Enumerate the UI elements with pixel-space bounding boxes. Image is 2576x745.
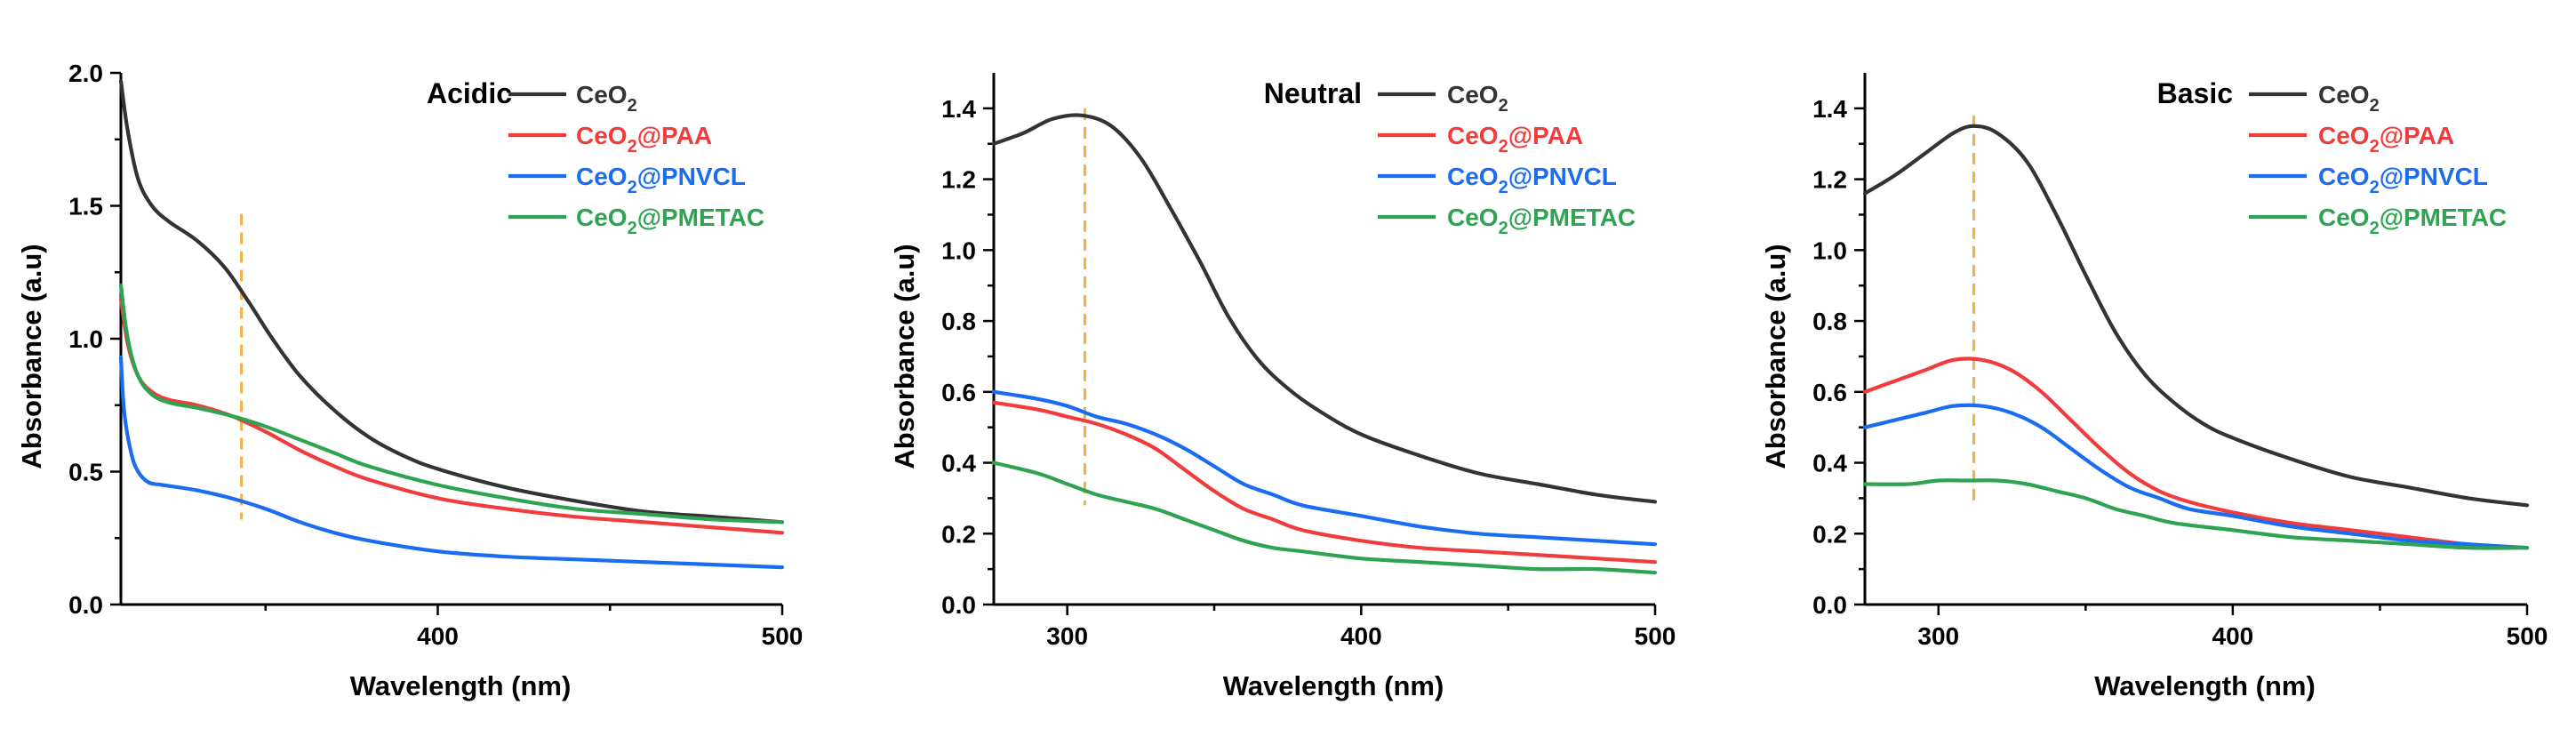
panel-neutral-y-tick-label: 0.0 [941,591,976,619]
panel-basic: 0.0 0.2 0.4 0.6 0.8 1.0 1.2 1.4 300 400 500 Wavelen… [1760,73,2548,701]
panel-basic-series-ceo2 [1862,124,2530,508]
panel-neutral-series-ceo2 [991,113,1658,504]
panel-neutral-series-ceo2-paa [991,400,1658,565]
panel-neutral-y-tick-label: 0.4 [941,450,976,477]
panel-basic-series-ceo2-pmetac [1862,478,2530,550]
panel-acidic-legend-label-ceo2-pnvcl: CeO2@PNVCL [576,163,746,197]
panel-basic-legend-label-ceo2-pmetac: CeO2@PMETAC [2318,204,2507,238]
panel-neutral-y-tick-label: 1.0 [941,236,976,264]
panel-acidic: 0.0 0.5 1.0 1.5 2.0 400 500 Wavelength (nm) Abso… [16,60,803,701]
panel-acidic-legend-label-ceo2-paa: CeO2@PAA [576,122,712,156]
panel-basic-legend-label-ceo2-pnvcl: CeO2@PNVCL [2318,163,2488,197]
panel-neutral-y-tick-label: 0.8 [941,308,976,335]
panel-basic-x-tick-label: 400 [2212,622,2254,650]
panel-basic-y-tick-label: 1.0 [1812,236,1847,264]
panel-basic-y-tick-label: 1.2 [1812,166,1847,194]
panel-neutral-y-tick-label: 0.2 [941,520,976,548]
panel-basic-legend-label-ceo2-paa: CeO2@PAA [2318,122,2454,156]
panel-acidic-y-tick-label: 1.5 [68,193,103,220]
panel-neutral-legend-label-ceo2-pnvcl: CeO2@PNVCL [1447,163,1617,197]
panel-basic-y-axis-title: Absorbance (a.u) [1760,244,1791,469]
panel-basic-y-tick-label: 0.8 [1812,308,1847,335]
panel-basic-y-tick-label: 0.2 [1812,520,1847,548]
panel-neutral-y-tick-label: 1.2 [941,166,976,194]
panel-basic-x-axis-title: Wavelength (nm) [2094,670,2316,701]
panel-basic-y-tick-label: 0.6 [1812,379,1847,406]
panel-basic-series-ceo2-pnvcl [1862,403,2530,550]
panel-neutral: 0.0 0.2 0.4 0.6 0.8 1.0 1.2 1.4 300 400 500 Wavelen… [889,73,1676,701]
panel-neutral-x-tick-label: 300 [1046,622,1088,650]
panel-basic-y-tick-label: 1.4 [1812,95,1847,123]
panel-acidic-y-tick-label: 1.0 [68,325,103,353]
panel-acidic-legend-label-ceo2-pmetac: CeO2@PMETAC [576,204,764,238]
panel-acidic-legend-label-ceo2: CeO2 [576,81,637,116]
panel-neutral-legend-label-ceo2: CeO2 [1447,81,1508,116]
panel-neutral-x-tick-label: 400 [1340,622,1382,650]
panel-acidic-y-tick-label: 0.5 [68,459,103,486]
panel-neutral-y-axis-title: Absorbance (a.u) [889,244,920,469]
panel-acidic-series-ceo2-pmetac [118,284,785,525]
panel-basic-condition-label: Basic [2157,77,2233,109]
panel-neutral-legend-label-ceo2-paa: CeO2@PAA [1447,122,1583,156]
panel-neutral-y-tick-label: 0.6 [941,379,976,406]
panel-acidic-y-axis-title: Absorbance (a.u) [16,244,47,469]
panel-basic-legend-label-ceo2: CeO2 [2318,81,2380,116]
panel-neutral-x-axis-title: Wavelength (nm) [1223,670,1444,701]
panel-neutral-y-tick-label: 1.4 [941,95,976,123]
panel-basic-x-tick-label: 500 [2507,622,2548,650]
panel-neutral-x-tick-label: 500 [1635,622,1676,650]
panel-neutral-series-ceo2-pmetac [991,461,1658,575]
panel-basic-y-tick-label: 0.0 [1812,591,1847,619]
panel-acidic-condition-label: Acidic [427,77,512,109]
panel-basic-y-tick-label: 0.4 [1812,450,1847,477]
panel-acidic-series-ceo2-pnvcl [118,355,785,570]
panel-basic-x-tick-label: 300 [1917,622,1959,650]
panel-acidic-y-tick-label: 2.0 [68,60,103,87]
panel-acidic-x-axis-title: Wavelength (nm) [350,670,572,701]
panel-acidic-x-tick-label: 500 [762,622,804,650]
panel-acidic-y-tick-label: 0.0 [68,591,103,619]
panel-neutral-series-ceo2-pnvcl [991,389,1658,547]
panel-acidic-x-tick-label: 400 [417,622,459,650]
panel-basic-series-ceo2-paa [1862,356,2530,550]
panel-acidic-series-ceo2 [118,78,785,525]
panel-neutral-condition-label: Neutral [1264,77,1362,109]
panel-neutral-legend-label-ceo2-pmetac: CeO2@PMETAC [1447,204,1636,238]
